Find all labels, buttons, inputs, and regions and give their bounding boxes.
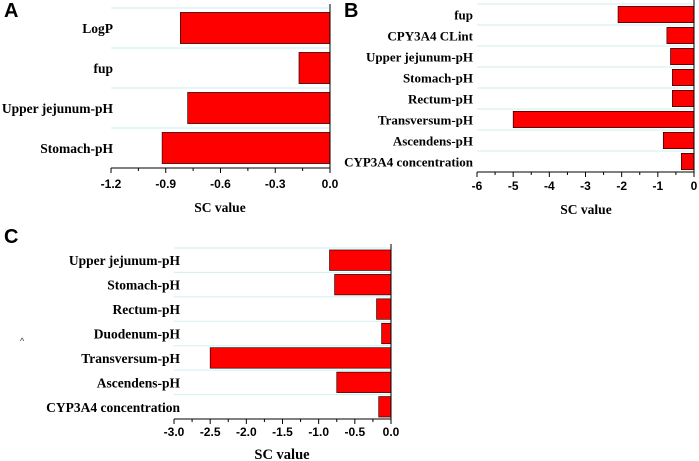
bar-rectum-ph	[376, 298, 392, 320]
category-label: Ascendens-pH	[97, 375, 181, 390]
x-tick-label: -6	[472, 179, 483, 193]
x-tick-label: -5	[508, 179, 519, 193]
chart-panel-b: fup CPY3A4 CLint Upper jejunum-pH Stomach-p…	[344, 0, 698, 217]
bar-stomach-ph	[161, 132, 331, 164]
x-tick-label: -3	[580, 179, 591, 193]
bar-upper-jejunum-ph	[670, 48, 695, 65]
x-tick-label: -0.6	[210, 177, 231, 191]
category-label: Upper jejunum-pH	[366, 50, 473, 65]
category-label: Ascendens-pH	[393, 134, 473, 149]
bar-cyp3a4-concentration	[378, 396, 392, 418]
category-label: CYP3A4 concentration	[344, 155, 474, 170]
stray-mark: ^	[20, 336, 25, 346]
x-axis-title: SC value	[194, 200, 245, 215]
bar-ascendens-ph	[336, 371, 392, 393]
category-label: Transversum-pH	[378, 113, 473, 128]
category-label: Rectum-pH	[408, 92, 473, 107]
bar-cpy3a4-clint	[666, 27, 695, 44]
bar-transversum-ph	[512, 111, 695, 128]
bar-ascendens-ph	[662, 132, 695, 149]
category-label: Transversum-pH	[81, 351, 180, 366]
category-label: Rectum-pH	[113, 302, 181, 317]
panel-label-b: B	[344, 0, 359, 22]
bar-stomach-ph	[334, 274, 392, 296]
bar-upper-jejunum-ph	[187, 92, 331, 124]
x-tick-label: -2	[616, 179, 627, 193]
category-label: Upper jejunum-pH	[69, 253, 181, 268]
x-tick-label: 0.0	[383, 425, 400, 439]
x-tick-label: -1.5	[272, 425, 293, 439]
bar-transversum-ph	[209, 347, 392, 369]
x-tick-label: 0	[691, 179, 698, 193]
x-tick-label: -1.0	[308, 425, 329, 439]
x-tick-label: -4	[544, 179, 555, 193]
x-tick-label: -0.3	[265, 177, 286, 191]
category-label: Upper jejunum-pH	[2, 101, 114, 116]
category-label: fup	[93, 61, 113, 76]
x-tick-label: -1.2	[101, 177, 122, 191]
panel-label-a: A	[4, 0, 19, 22]
chart-panel-a: LogP fup Upper jejunum-pH Stomach-pH -1.2 -0.…	[2, 4, 339, 215]
bar-upper-jejunum-ph	[329, 249, 392, 271]
bar-stomach-ph	[671, 69, 695, 86]
category-label: Stomach-pH	[107, 278, 180, 293]
panel-label-c: C	[4, 226, 19, 248]
bar-rectum-ph	[671, 90, 695, 107]
x-tick-label: -0.5	[344, 425, 365, 439]
bar-duodenum-ph	[381, 322, 392, 345]
bar-fup	[298, 52, 331, 84]
chart-panel-c: Upper jejunum-pH Stomach-pH Rectum-pH Duode…	[46, 244, 400, 461]
x-tick-label: -2.0	[236, 425, 257, 439]
category-label: CPY3A4 CLint	[387, 29, 473, 44]
category-label: Stomach-pH	[40, 141, 113, 156]
bar-cyp3a4-concentration	[681, 153, 695, 170]
x-tick-label: 0.0	[322, 177, 339, 191]
x-tick-label: -1	[652, 179, 663, 193]
category-label: Stomach-pH	[403, 71, 473, 86]
x-axis-title: SC value	[254, 447, 310, 461]
bar-fup	[617, 6, 695, 23]
category-label: fup	[454, 8, 473, 23]
x-axis-title: SC value	[560, 202, 611, 217]
bar-logp	[180, 12, 331, 44]
category-label: CYP3A4 concentration	[46, 400, 180, 415]
x-tick-label: -3.0	[164, 425, 185, 439]
category-label: Duodenum-pH	[94, 327, 181, 342]
x-tick-label: -2.5	[200, 425, 221, 439]
category-label: LogP	[82, 21, 113, 36]
x-tick-label: -0.9	[155, 177, 176, 191]
